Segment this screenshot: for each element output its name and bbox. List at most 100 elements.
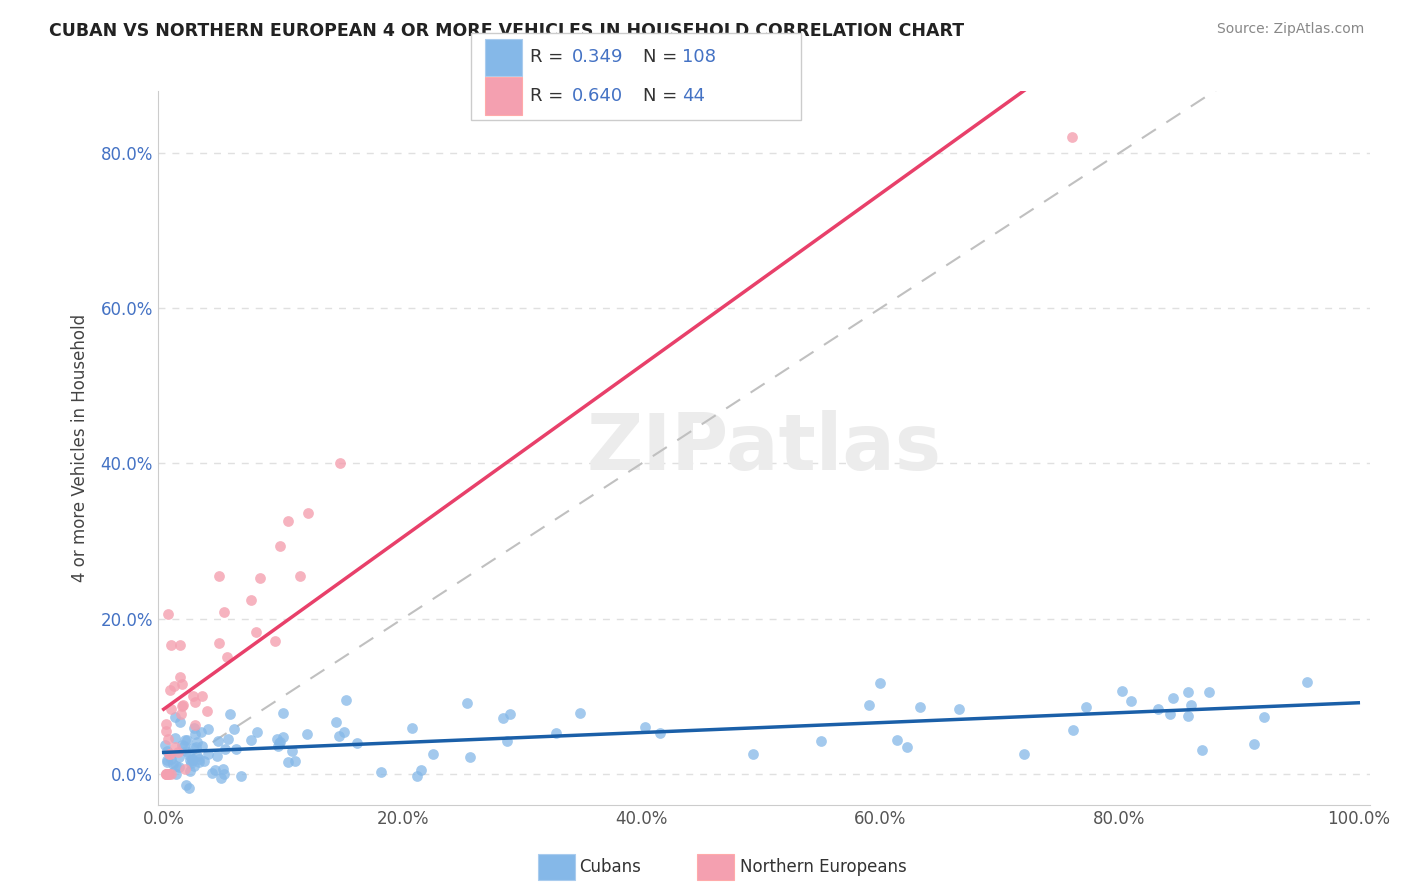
Point [325, 715, 347, 730]
Point [1076, 700, 1098, 714]
Point [370, 765, 392, 780]
Point [405, 769, 427, 783]
Point [295, 727, 318, 741]
Point [214, 742, 236, 756]
Point [165, 710, 187, 724]
Point [1198, 685, 1220, 699]
Point [156, 744, 179, 758]
Point [153, 738, 176, 752]
Point [335, 692, 357, 706]
Point [280, 744, 302, 758]
Point [179, 753, 201, 767]
Point [156, 607, 179, 621]
Point [1180, 698, 1202, 712]
Point [183, 695, 205, 709]
Text: CUBAN VS NORTHERN EUROPEAN 4 OR MORE VEHICLES IN HOUSEHOLD CORRELATION CHART: CUBAN VS NORTHERN EUROPEAN 4 OR MORE VEH… [49, 22, 965, 40]
Text: R =: R = [530, 48, 569, 67]
Point [173, 739, 195, 753]
Point [157, 732, 180, 747]
Point [160, 638, 183, 652]
Point [155, 716, 177, 731]
Point [422, 747, 444, 761]
Point [1243, 737, 1265, 751]
Point [165, 740, 187, 755]
Point [267, 736, 290, 750]
Point [288, 568, 311, 582]
Point [160, 767, 183, 781]
Point [172, 699, 194, 714]
Point [650, 726, 672, 740]
Text: N =: N = [643, 87, 682, 105]
Text: ZIPatlas: ZIPatlas [586, 410, 942, 486]
Point [181, 751, 204, 765]
Point [204, 763, 226, 777]
Point [328, 729, 350, 743]
Point [214, 767, 236, 781]
Point [163, 679, 186, 693]
Point [188, 755, 211, 769]
Point [165, 767, 187, 781]
Point [858, 698, 880, 712]
Point [205, 749, 228, 764]
Point [201, 766, 224, 780]
Point [184, 718, 207, 732]
Point [908, 700, 931, 714]
Point [180, 756, 202, 770]
Point [896, 740, 918, 755]
Point [172, 698, 194, 712]
Point [1012, 747, 1035, 762]
Point [156, 753, 179, 767]
Text: R =: R = [530, 87, 569, 105]
Point [159, 747, 181, 761]
Point [208, 635, 231, 649]
Point [495, 734, 517, 748]
Point [156, 767, 179, 781]
Point [269, 735, 291, 749]
Point [186, 735, 208, 749]
Point [212, 605, 235, 619]
Point [165, 759, 187, 773]
Point [159, 683, 181, 698]
Point [869, 675, 891, 690]
Point [190, 725, 212, 739]
Point [157, 767, 180, 781]
Point [886, 733, 908, 747]
Point [1111, 684, 1133, 698]
Point [266, 732, 288, 747]
Point [207, 734, 229, 748]
Point [176, 733, 198, 747]
Point [179, 764, 201, 779]
Point [1253, 710, 1275, 724]
Point [190, 739, 212, 753]
Point [197, 747, 219, 762]
Point [162, 757, 184, 772]
Text: Source: ZipAtlas.com: Source: ZipAtlas.com [1216, 22, 1364, 37]
Point [208, 569, 231, 583]
Point [155, 724, 177, 739]
Point [183, 722, 205, 736]
Point [181, 753, 204, 767]
Text: N =: N = [643, 48, 682, 67]
Point [155, 767, 177, 781]
Point [499, 706, 522, 721]
Point [271, 706, 294, 720]
Point [160, 702, 183, 716]
Point [170, 706, 193, 721]
Point [1191, 743, 1213, 757]
Point [1161, 691, 1184, 706]
Point [222, 723, 245, 737]
Point [1147, 702, 1170, 716]
Text: 0.640: 0.640 [572, 87, 623, 105]
Point [184, 739, 207, 754]
Point [277, 514, 299, 528]
Point [1177, 685, 1199, 699]
Point [246, 725, 269, 739]
Point [1060, 130, 1083, 145]
Text: 108: 108 [682, 48, 716, 67]
Point [458, 749, 481, 764]
Point [195, 704, 218, 718]
Point [174, 762, 197, 776]
Point [183, 689, 205, 703]
Point [169, 671, 191, 685]
Point [245, 624, 267, 639]
